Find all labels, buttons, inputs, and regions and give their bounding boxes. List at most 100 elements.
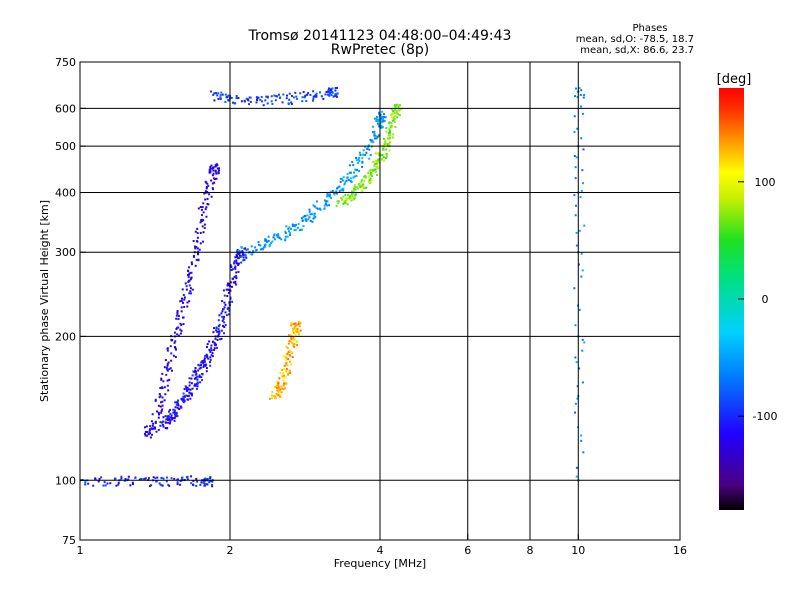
- scatter-point: [245, 256, 248, 259]
- scatter-point: [183, 298, 186, 301]
- scatter-point: [278, 96, 281, 99]
- scatter-point: [249, 100, 252, 103]
- scatter-point: [185, 394, 188, 397]
- scatter-point: [150, 433, 153, 436]
- scatter-point: [294, 329, 297, 332]
- scatter-point: [371, 131, 374, 134]
- scatter-point: [318, 207, 321, 210]
- data-point: [159, 424, 162, 427]
- scatter-point: [329, 91, 332, 94]
- data-point: [330, 90, 333, 93]
- scatter-point: [368, 175, 371, 178]
- scatter-point: [192, 370, 195, 373]
- scatter-point: [196, 375, 199, 378]
- scatter-point: [165, 421, 168, 424]
- scatter-point: [177, 315, 180, 318]
- scatter-point: [154, 399, 157, 402]
- scatter-point: [161, 372, 164, 375]
- scatter-point: [377, 119, 380, 122]
- scatter-point: [385, 130, 388, 133]
- scatter-point: [201, 225, 204, 228]
- scatter-point: [283, 388, 286, 391]
- scatter-point: [195, 240, 198, 243]
- scatter-point: [313, 214, 316, 217]
- scatter-point: [578, 367, 581, 370]
- scatter-point: [393, 121, 396, 124]
- scatter-point: [209, 364, 212, 367]
- scatter-point: [277, 233, 280, 236]
- scatter-point: [174, 347, 177, 350]
- scatter-point: [143, 478, 146, 481]
- scatter-point: [381, 154, 384, 157]
- scatter-point: [218, 314, 221, 317]
- scatter-point: [170, 339, 173, 342]
- scatter-point: [213, 92, 216, 95]
- data-point: [143, 432, 146, 435]
- scatter-point: [228, 309, 231, 312]
- scatter-point: [255, 98, 258, 101]
- scatter-point: [176, 312, 179, 315]
- scatter-point: [276, 95, 279, 98]
- scatter-point: [245, 248, 248, 251]
- scatter-point: [214, 343, 217, 346]
- scatter-point: [227, 94, 230, 97]
- scatter-point: [202, 240, 205, 243]
- scatter-point: [375, 137, 378, 140]
- scatter-point: [346, 203, 349, 206]
- scatter-point: [396, 112, 399, 115]
- scatter-point: [392, 112, 395, 115]
- scatter-point: [574, 324, 577, 327]
- scatter-point: [97, 480, 100, 483]
- scatter-point: [305, 219, 308, 222]
- scatter-point: [217, 319, 220, 322]
- scatter-point: [579, 94, 582, 97]
- scatter-point: [266, 96, 269, 99]
- scatter-point: [575, 204, 578, 207]
- scatter-point: [255, 101, 258, 104]
- scatter-point: [190, 475, 193, 478]
- scatter-point: [373, 163, 376, 166]
- scatter-point: [301, 219, 304, 222]
- scatter-point: [380, 124, 383, 127]
- scatter-point: [220, 312, 223, 315]
- scatter-point: [208, 168, 211, 171]
- scatter-point: [222, 289, 225, 292]
- scatter-point: [250, 252, 253, 255]
- scatter-point: [196, 232, 199, 235]
- scatter-point: [387, 131, 390, 134]
- scatter-point: [371, 174, 374, 177]
- scatter-point: [162, 420, 165, 423]
- scatter-point: [209, 165, 212, 168]
- scatter-point: [152, 476, 155, 479]
- scatter-point: [282, 384, 285, 387]
- scatter-point: [333, 95, 336, 98]
- scatter-point: [573, 194, 576, 197]
- scatter-point: [217, 97, 220, 100]
- scatter-point: [327, 90, 330, 93]
- data-point: [259, 98, 262, 101]
- scatter-point: [219, 97, 222, 100]
- x-tick-label: 4: [377, 544, 384, 557]
- scatter-point: [211, 483, 214, 486]
- scatter-point: [278, 393, 281, 396]
- scatter-point: [395, 105, 398, 108]
- scatter-point: [262, 248, 265, 251]
- scatter-point: [235, 260, 238, 263]
- scatter-point: [84, 481, 87, 484]
- scatter-point: [360, 184, 363, 187]
- scatter-point: [341, 198, 344, 201]
- scatter-point: [230, 265, 233, 268]
- scatter-point: [576, 96, 579, 99]
- scatter-point: [322, 97, 325, 100]
- scatter-point: [325, 90, 328, 93]
- scatter-point: [284, 238, 287, 241]
- scatter-point: [395, 103, 398, 106]
- scatter-point: [328, 87, 331, 90]
- scatter-point: [215, 172, 218, 175]
- scatter-point: [162, 477, 165, 480]
- scatter-point: [168, 378, 171, 381]
- scatter-point: [209, 170, 212, 173]
- scatter-point: [287, 358, 290, 361]
- scatter-point: [187, 276, 190, 279]
- scatter-point: [222, 324, 225, 327]
